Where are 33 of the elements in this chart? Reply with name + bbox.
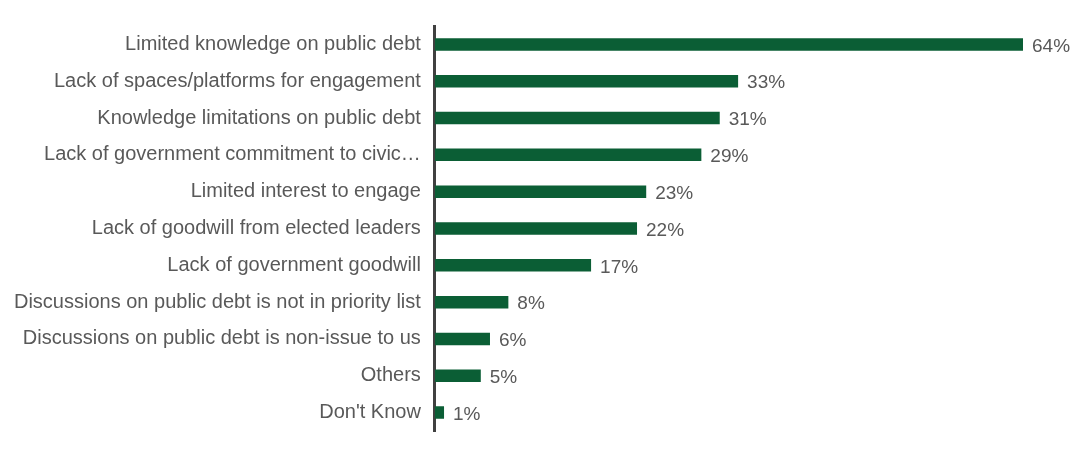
y-tick-label: Don't Know	[319, 400, 422, 423]
data-label: 6%	[498, 329, 527, 351]
data-label: 22%	[646, 218, 685, 240]
bar	[434, 185, 647, 198]
bar	[434, 332, 490, 346]
y-tick-label: Discussions on public debt is not in priority list	[13, 289, 422, 312]
bar	[434, 38, 1023, 51]
y-tick-label: Lack of spaces/platforms for engagement	[53, 68, 422, 91]
data-label: 8%	[517, 292, 545, 314]
bar	[434, 259, 592, 272]
data-label: 17%	[600, 255, 639, 277]
data-label: 33%	[747, 71, 786, 93]
data-label: 64%	[1032, 34, 1071, 56]
bar	[434, 406, 445, 419]
y-tick-label: Limited interest to engage	[190, 179, 421, 202]
y-tick-label: Limited knowledge on public debt	[125, 31, 422, 54]
y-tick-label: Others	[360, 363, 421, 386]
data-label: 23%	[655, 181, 694, 203]
data-label: 29%	[710, 145, 749, 167]
bar	[434, 295, 509, 309]
bar	[434, 111, 720, 125]
bar	[434, 222, 638, 235]
y-tick-label: Lack of government commitment to civic…	[44, 142, 421, 165]
data-label: 1%	[453, 402, 481, 424]
bar	[434, 148, 702, 162]
y-tick-label: Lack of government goodwill	[167, 252, 421, 275]
y-tick-label: Knowledge limitations on public debt	[97, 105, 422, 128]
y-tick-label: Discussions on public debt is non-issue to us	[22, 326, 421, 349]
bar	[434, 369, 481, 383]
bar	[434, 74, 739, 88]
data-label: 5%	[489, 366, 518, 388]
data-label: 31%	[728, 108, 767, 130]
y-tick-label: Lack of goodwill from elected leaders	[91, 216, 421, 239]
